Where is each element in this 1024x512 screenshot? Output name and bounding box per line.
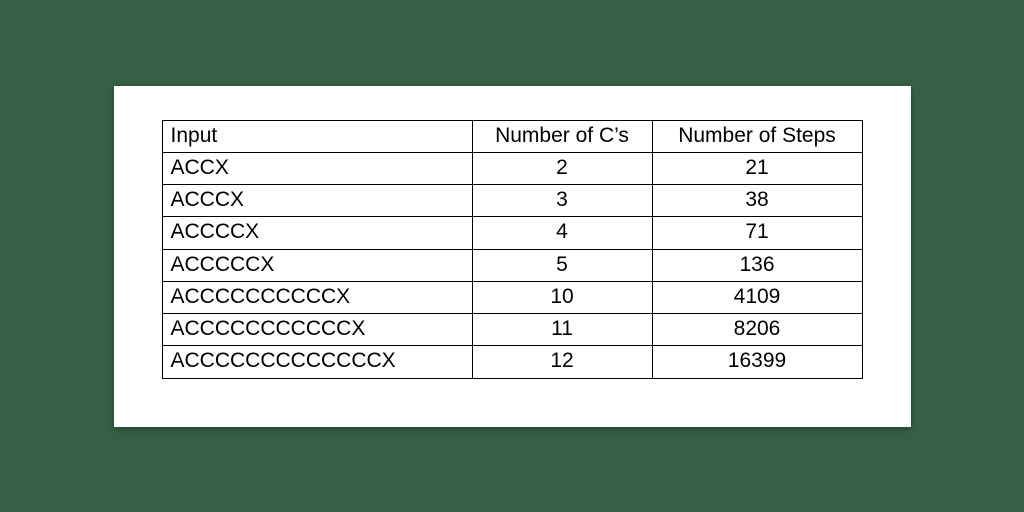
cell-input: ACCCX [162,185,472,217]
cell-input: ACCX [162,152,472,184]
cell-input: ACCCCCX [162,249,472,281]
table-row: ACCCCCCCCCCCCCX 12 16399 [162,346,862,378]
cell-steps: 38 [652,185,862,217]
col-header-cs: Number of C’s [472,120,652,152]
cell-steps: 16399 [652,346,862,378]
cell-cs: 4 [472,217,652,249]
cell-cs: 12 [472,346,652,378]
table-row: ACCCX 3 38 [162,185,862,217]
cell-input: ACCCCX [162,217,472,249]
cell-cs: 11 [472,314,652,346]
cell-steps: 71 [652,217,862,249]
cell-steps: 136 [652,249,862,281]
cell-cs: 2 [472,152,652,184]
table-row: ACCX 2 21 [162,152,862,184]
table-row: ACCCCX 4 71 [162,217,862,249]
cell-cs: 3 [472,185,652,217]
cell-steps: 8206 [652,314,862,346]
cell-input: ACCCCCCCCCCX [162,281,472,313]
content-card: Input Number of C’s Number of Steps ACCX… [114,86,911,427]
table-row: ACCCCCCCCCCCX 11 8206 [162,314,862,346]
table-header-row: Input Number of C’s Number of Steps [162,120,862,152]
table-row: ACCCCCX 5 136 [162,249,862,281]
col-header-steps: Number of Steps [652,120,862,152]
cell-input: ACCCCCCCCCCCX [162,314,472,346]
steps-table: Input Number of C’s Number of Steps ACCX… [162,120,863,379]
table-row: ACCCCCCCCCCX 10 4109 [162,281,862,313]
col-header-input: Input [162,120,472,152]
cell-cs: 10 [472,281,652,313]
cell-steps: 21 [652,152,862,184]
cell-input: ACCCCCCCCCCCCCX [162,346,472,378]
cell-cs: 5 [472,249,652,281]
cell-steps: 4109 [652,281,862,313]
